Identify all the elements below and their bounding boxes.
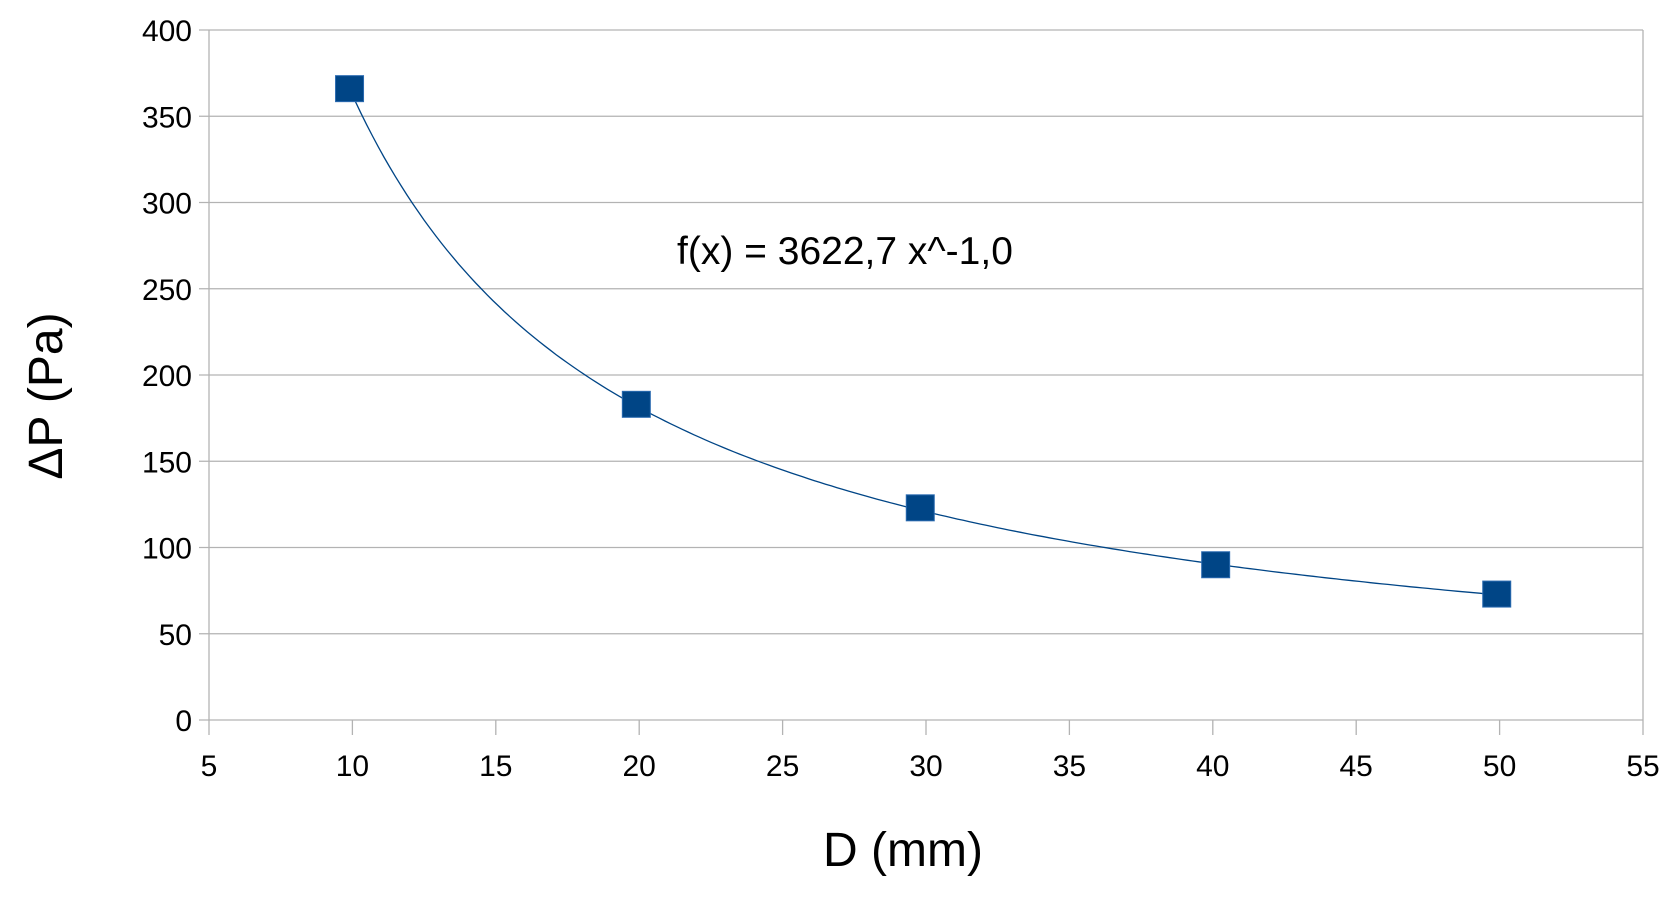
x-tick-label: 15 <box>479 750 512 783</box>
y-axis-title: ΔP (Pa) <box>20 312 73 479</box>
x-tick-label: 35 <box>1053 750 1086 783</box>
trendline-equation: f(x) = 3622,7 x^-1,0 <box>677 230 1013 273</box>
data-point <box>1482 580 1512 608</box>
data-point <box>1201 551 1231 579</box>
y-tick-label: 300 <box>142 188 192 221</box>
x-axis-title: D (mm) <box>823 824 983 877</box>
y-tick-label: 100 <box>142 533 192 566</box>
x-tick-label: 10 <box>336 750 369 783</box>
y-tick-label: 350 <box>142 101 192 134</box>
y-tick-label: 200 <box>142 360 192 393</box>
x-tick-labels: 5 10 15 20 25 30 35 40 45 50 55 <box>201 750 1660 783</box>
x-tick-label: 25 <box>766 750 799 783</box>
data-points <box>335 75 1512 608</box>
x-tick-label: 20 <box>623 750 656 783</box>
y-tick-label: 400 <box>142 15 192 48</box>
x-tick-label: 30 <box>909 750 942 783</box>
x-tick-label: 45 <box>1340 750 1373 783</box>
y-tick-label: 50 <box>159 619 192 652</box>
x-tick-label: 55 <box>1626 750 1659 783</box>
y-tick-labels: 0 50 100 150 200 250 300 350 400 <box>142 15 192 738</box>
grid-lines <box>199 29 1643 721</box>
y-tick-label: 250 <box>142 274 192 307</box>
data-point <box>621 390 651 418</box>
axes <box>208 30 1644 735</box>
y-tick-label: 0 <box>175 705 192 738</box>
data-point <box>335 75 365 103</box>
x-tick-label: 50 <box>1483 750 1516 783</box>
y-tick-label: 150 <box>142 446 192 479</box>
data-point <box>905 494 935 522</box>
x-tick-label: 40 <box>1196 750 1229 783</box>
x-tick-label: 5 <box>201 750 218 783</box>
